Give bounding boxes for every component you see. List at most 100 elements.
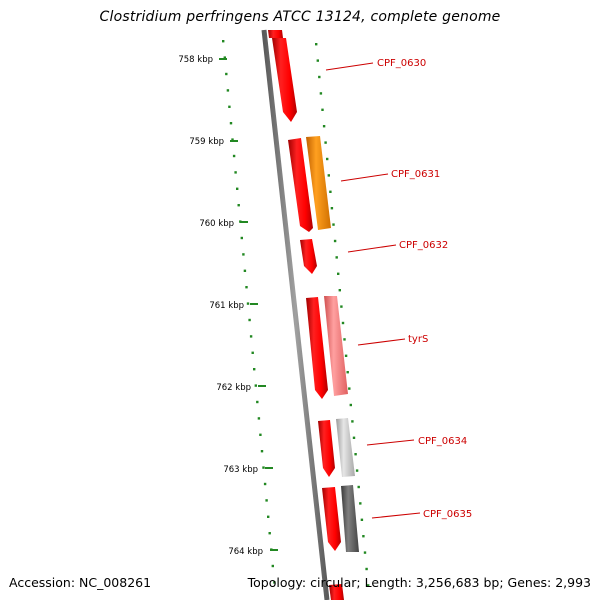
kbp-label-763: 763 kbp	[223, 465, 258, 475]
minor-tick-outer	[341, 321, 345, 325]
minor-tick-outer	[348, 387, 351, 390]
minor-tick-inner	[256, 400, 259, 404]
minor-tick-outer	[315, 43, 318, 46]
gene-cpf-0632-arrow	[300, 239, 317, 274]
minor-tick-inner	[240, 236, 243, 240]
kbp-tick-758: 758 kbp	[178, 55, 227, 65]
minor-tick-outer	[327, 174, 330, 177]
minor-tick-outer	[316, 59, 319, 62]
minor-tick-outer	[349, 403, 352, 407]
minor-tick-outer	[357, 485, 360, 489]
kbp-tick-759: 759 kbp	[189, 137, 238, 147]
gene-label-tyrs[interactable]: tyrS	[408, 334, 428, 345]
minor-tick-outer	[363, 551, 367, 554]
label-line-cpf-0630	[325, 62, 374, 71]
minor-tick-outer	[359, 502, 362, 505]
minor-tick-outer	[352, 436, 356, 439]
minor-tick-outer	[365, 567, 368, 571]
minor-tick-outer	[326, 157, 329, 161]
label-line-tyrs	[357, 338, 406, 346]
kbp-label-761: 761 kbp	[209, 301, 244, 311]
minor-tick-inner	[248, 318, 251, 322]
minor-tick-inner	[268, 532, 271, 535]
minor-tick-outer	[332, 223, 335, 226]
minor-tick-inner	[263, 482, 267, 486]
minor-tick-outer	[343, 338, 346, 341]
kbp-tick-760: 760 kbp	[199, 219, 248, 229]
minor-tick-inner	[254, 384, 257, 387]
minor-tick-outer	[329, 190, 332, 193]
inner-tick-ring	[222, 40, 276, 584]
gene-label-cpf-0632[interactable]: CPF_0632	[399, 240, 448, 251]
kbp-label-759: 759 kbp	[189, 137, 224, 147]
minor-tick-outer	[338, 289, 341, 292]
accession-text: Accession: NC_008261	[9, 575, 152, 590]
minor-tick-inner	[246, 302, 250, 305]
minor-tick-inner	[262, 466, 265, 469]
minor-tick-outer	[344, 354, 348, 357]
minor-tick-inner	[245, 286, 248, 289]
gene-label-cpf-0634[interactable]: CPF_0634	[418, 436, 467, 447]
minor-tick-inner	[271, 564, 274, 568]
minor-tick-outer	[367, 584, 370, 587]
minor-tick-inner	[237, 204, 240, 207]
kbp-tick-762: 762 kbp	[216, 383, 266, 393]
gene-fragment-bottom	[329, 584, 344, 600]
genome-title: Clostridium perfringens ATCC 13124, comp…	[99, 9, 501, 25]
kbp-tick-763: 763 kbp	[223, 465, 273, 475]
minor-tick-outer	[335, 256, 338, 259]
gene-label-cpf-0635[interactable]: CPF_0635	[423, 509, 472, 520]
minor-tick-outer	[321, 108, 324, 111]
minor-tick-inner	[232, 154, 236, 158]
label-line-cpf-0635	[371, 512, 421, 519]
genome-backbone	[261, 29, 330, 600]
minor-tick-inner	[243, 269, 247, 272]
minor-tick-inner	[273, 581, 276, 584]
minor-tick-inner	[260, 450, 264, 453]
minor-tick-inner	[231, 138, 234, 141]
gene-cpf-0631-arrow	[288, 136, 331, 232]
minor-tick-inner	[236, 187, 239, 190]
minor-tick-inner	[229, 122, 233, 125]
minor-tick-outer	[354, 453, 357, 456]
label-line-cpf-0634	[366, 439, 415, 446]
outer-tick-ring	[315, 43, 370, 587]
minor-tick-outer	[330, 207, 334, 210]
gene-label-cpf-0630[interactable]: CPF_0630	[377, 58, 426, 69]
minor-tick-inner	[222, 40, 225, 43]
genome-summary-text: Topology: circular; Length: 3,256,683 bp…	[247, 575, 591, 590]
gene-label-cpf-0631[interactable]: CPF_0631	[391, 169, 440, 180]
minor-tick-outer	[322, 125, 326, 128]
kbp-tick-764: 764 kbp	[228, 547, 278, 557]
minor-tick-inner	[225, 72, 228, 76]
gene-cpf-0635-arrow	[322, 485, 359, 552]
minor-tick-inner	[259, 433, 262, 436]
gene-cpf-0634-arrow	[318, 418, 355, 477]
minor-tick-outer	[351, 420, 354, 423]
minor-tick-inner	[267, 515, 270, 518]
minor-tick-inner	[234, 171, 237, 174]
minor-tick-outer	[333, 239, 337, 243]
kbp-label-764: 764 kbp	[228, 547, 263, 557]
minor-tick-outer	[318, 75, 321, 79]
kbp-label-758: 758 kbp	[178, 55, 213, 65]
label-line-cpf-0632	[347, 244, 397, 253]
label-line-cpf-0631	[340, 173, 389, 182]
minor-tick-inner	[251, 351, 254, 354]
minor-tick-outer	[346, 371, 349, 374]
minor-tick-outer	[340, 305, 343, 308]
kbp-label-760: 760 kbp	[199, 219, 234, 229]
minor-tick-outer	[319, 92, 323, 95]
minor-tick-inner	[257, 417, 261, 420]
kbp-label-762: 762 kbp	[216, 383, 251, 393]
minor-tick-inner	[265, 499, 268, 502]
gene-fragment-top	[268, 30, 283, 38]
minor-tick-inner	[228, 105, 231, 108]
minor-tick-outer	[337, 272, 340, 275]
minor-tick-outer	[362, 535, 365, 538]
gene-cpf-0630-arrow	[272, 38, 297, 122]
minor-tick-inner	[242, 253, 245, 256]
minor-tick-inner	[226, 89, 230, 92]
